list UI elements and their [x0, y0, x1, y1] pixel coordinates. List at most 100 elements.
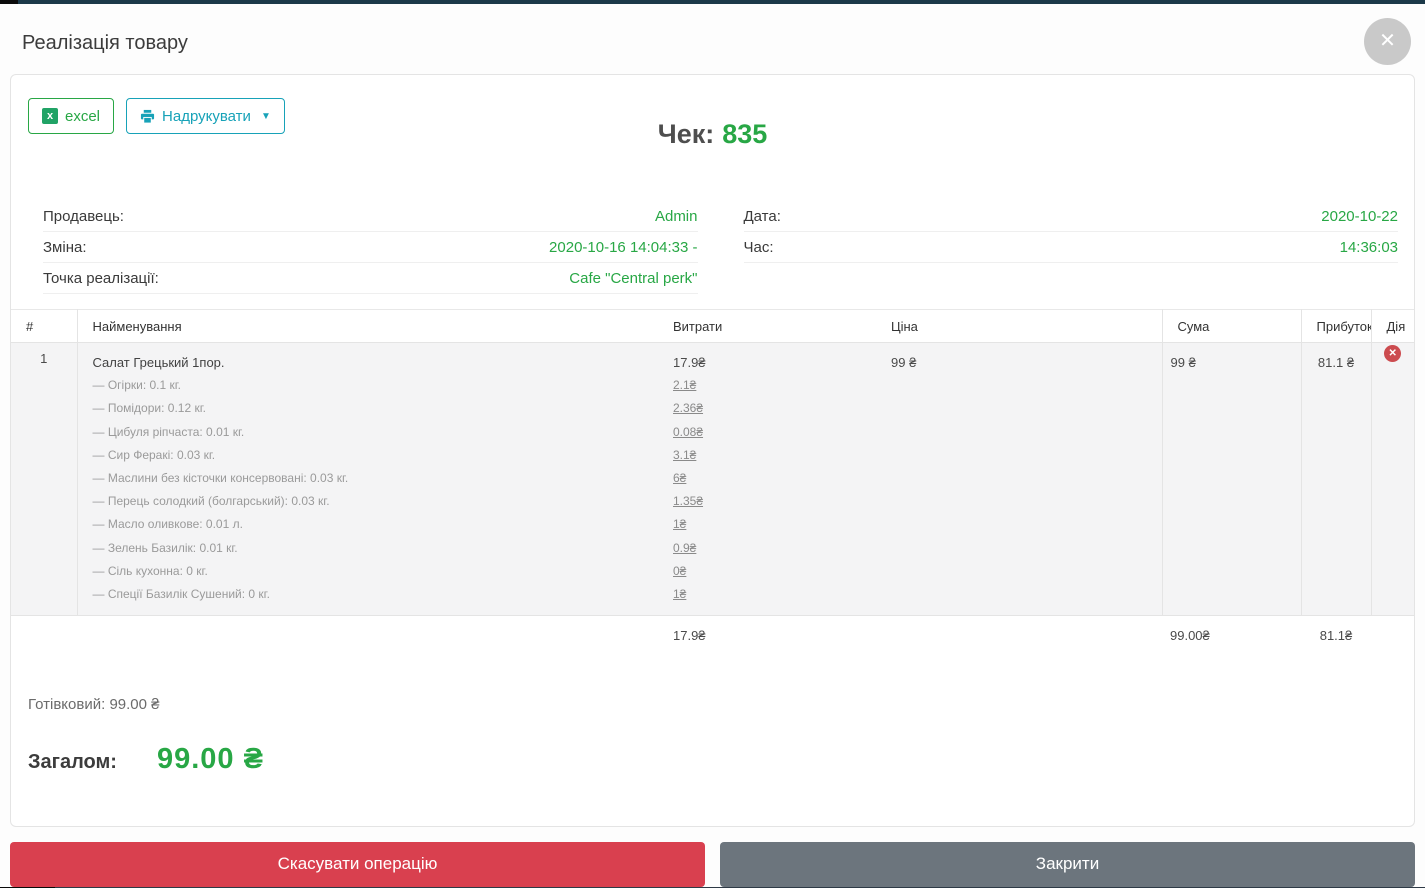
- page-top-bar-segment: [0, 0, 18, 4]
- table-header-row: # Найменування Витрати Ціна Сума Прибуто…: [11, 309, 1414, 343]
- ingredient-cost: 0.9₴: [673, 537, 876, 560]
- close-modal-button[interactable]: Закрити: [720, 841, 1415, 887]
- cancel-operation-button[interactable]: Скасувати операцію: [10, 841, 705, 887]
- ingredient-cost: 0₴: [673, 560, 876, 583]
- info-value: 2020-10-22: [1321, 207, 1398, 225]
- column-header-price: Ціна: [876, 309, 1162, 343]
- excel-export-button[interactable]: x excel: [28, 98, 115, 134]
- toolbar: x excel Надрукувати ▼: [28, 98, 1397, 134]
- ingredient-cost: 1₴: [673, 583, 876, 606]
- ingredient-name: — Сир Феракі: 0.03 кг.: [92, 447, 216, 462]
- grand-total-line: Загалом: 99.00 ₴: [28, 743, 1414, 826]
- info-label: Час:: [743, 238, 774, 256]
- item-profit: 81.1 ₴: [1300, 342, 1371, 617]
- info-label: Дата:: [743, 207, 781, 225]
- ingredient-cost: 6₴: [673, 467, 876, 490]
- ingredient-cost: 2.1₴: [673, 374, 876, 397]
- ingredient-cost: 1₴: [673, 513, 876, 536]
- ingredient-list: — Огірки: 0.1 кг. — Помідори: 0.12 кг. —…: [93, 374, 659, 606]
- ingredient-cost-value[interactable]: 2.1₴: [673, 378, 697, 393]
- ingredient-name: — Спеції Базилік Сушений: 0 кг.: [92, 587, 270, 602]
- excel-icon: x: [42, 108, 58, 124]
- ingredient-cost: 2.36₴: [673, 397, 876, 420]
- info-row: Час: 14:36:03: [743, 232, 1398, 263]
- modal-footer-actions: Скасувати операцію Закрити: [10, 841, 1415, 887]
- info-left-column: Продавець: Admin Зміна: 2020-10-16 14:04…: [43, 201, 698, 294]
- page-bottom-bar: [0, 886, 1425, 888]
- info-label: Зміна:: [43, 238, 87, 256]
- info-right-column: Дата: 2020-10-22 Час: 14:36:03: [743, 201, 1398, 294]
- item-cost-stack: 17.9₴ 2.1₴ 2.36₴ 0.08₴ 3.1₴: [658, 343, 876, 615]
- info-value: 14:36:03: [1339, 238, 1398, 256]
- column-header-cost: Витрати: [658, 309, 876, 343]
- check-number: 835: [722, 119, 768, 149]
- modal-title: Реалізація товару: [22, 32, 188, 54]
- receipt-card: x excel Надрукувати ▼ Чек: 835 Продавец: [10, 74, 1415, 827]
- ingredient-cost-value[interactable]: 1₴: [673, 517, 687, 532]
- info-value: 2020-10-16 14:04:33 -: [549, 238, 698, 256]
- column-header-action: Дія: [1370, 309, 1414, 343]
- print-button[interactable]: Надрукувати ▼: [126, 98, 285, 134]
- info-label: Точка реалізації:: [43, 269, 159, 287]
- ingredient-name: — Масло оливкове: 0.01 л.: [92, 517, 243, 532]
- item-action-cell: ✕: [1370, 342, 1414, 617]
- sale-modal: Реалізація товару ✕ x excel Надрукувати …: [0, 4, 1425, 887]
- ingredient-cost-value[interactable]: 1.35₴: [673, 494, 704, 509]
- item-sum: 99 ₴: [1161, 342, 1301, 617]
- total-cost: 17.9₴: [673, 628, 706, 644]
- ingredient-cost-value[interactable]: 0₴: [673, 563, 687, 578]
- table-totals-row: 17.9₴ 99.00₴ 81.1₴: [11, 616, 1414, 656]
- info-value: Cafe "Central perk": [569, 269, 698, 287]
- info-label: Продавець:: [43, 207, 124, 225]
- ingredient-cost-value[interactable]: 0.9₴: [673, 540, 697, 555]
- ingredient-cost-value[interactable]: 1₴: [673, 587, 687, 602]
- grand-total-label: Загалом:: [28, 750, 117, 773]
- ingredient-name: — Сіль кухонна: 0 кг.: [92, 563, 208, 578]
- info-row: Зміна: 2020-10-16 14:04:33 -: [43, 232, 698, 263]
- item-name-stack: Салат Грецький 1пор. — Огірки: 0.1 кг. —…: [78, 343, 659, 615]
- ingredient-cost-value[interactable]: 3.1₴: [673, 447, 697, 462]
- ingredient-name: — Помідори: 0.12 кг.: [92, 401, 206, 416]
- ingredient-name: — Цибуля ріпчаста: 0.01 кг.: [92, 424, 245, 439]
- cash-payment-line: Готівковий: 99.00 ₴: [28, 695, 160, 713]
- table-row: 1 Салат Грецький 1пор. — Огірки: 0.1 кг.…: [11, 342, 1414, 617]
- page-top-bar: [0, 0, 1425, 4]
- column-header-sum: Сума: [1161, 309, 1301, 343]
- item-name: Салат Грецький 1пор.: [92, 355, 225, 370]
- total-profit: 81.1₴: [1319, 628, 1353, 644]
- close-icon[interactable]: ✕: [1364, 18, 1411, 65]
- receipt-info: Продавець: Admin Зміна: 2020-10-16 14:04…: [11, 201, 1414, 294]
- modal-header: Реалізація товару ✕: [10, 4, 1415, 74]
- ingredient-cost-value[interactable]: 0.08₴: [673, 424, 704, 439]
- excel-button-label: excel: [65, 107, 101, 125]
- item-cost: 17.9₴: [673, 355, 706, 370]
- ingredient-cost-value[interactable]: 6₴: [673, 471, 687, 486]
- column-header-name: Найменування: [77, 309, 658, 343]
- info-value: Admin: [654, 207, 698, 225]
- info-row: Дата: 2020-10-22: [743, 201, 1398, 232]
- printer-icon: [140, 109, 155, 124]
- column-header-profit: Прибуток: [1300, 309, 1371, 343]
- ingredient-cost: 0.08₴: [673, 421, 876, 444]
- column-header-number: #: [11, 309, 78, 343]
- ingredient-name: — Зелень Базилік: 0.01 кг.: [92, 540, 238, 555]
- ingredient-cost-list: 2.1₴ 2.36₴ 0.08₴ 3.1₴ 6₴: [673, 374, 876, 606]
- chevron-down-icon: ▼: [260, 110, 271, 122]
- check-label: Чек:: [657, 119, 715, 149]
- ingredient-name: — Маслини без кісточки консервовані: 0.0…: [92, 471, 349, 486]
- delete-icon[interactable]: ✕: [1384, 345, 1402, 362]
- item-price: 99 ₴: [876, 342, 1162, 617]
- check-title: Чек: 835: [11, 119, 1414, 150]
- total-sum: 99.00₴: [1170, 628, 1210, 644]
- page-bottom-bar-segment: [0, 886, 55, 888]
- items-table: # Найменування Витрати Ціна Сума Прибуто…: [11, 309, 1414, 656]
- ingredient-cost-value[interactable]: 2.36₴: [673, 401, 704, 416]
- ingredient-cost: 1.35₴: [673, 490, 876, 513]
- card-head: x excel Надрукувати ▼ Чек: 835: [11, 75, 1414, 201]
- grand-total-value: 99.00 ₴: [156, 742, 264, 775]
- info-row: Точка реалізації: Cafe "Central perk": [43, 263, 698, 294]
- ingredient-name: — Перець солодкий (болгарський): 0.03 кг…: [92, 494, 330, 509]
- ingredient-name: — Огірки: 0.1 кг.: [92, 378, 182, 393]
- item-number: 1: [11, 342, 78, 617]
- ingredient-cost: 3.1₴: [673, 444, 876, 467]
